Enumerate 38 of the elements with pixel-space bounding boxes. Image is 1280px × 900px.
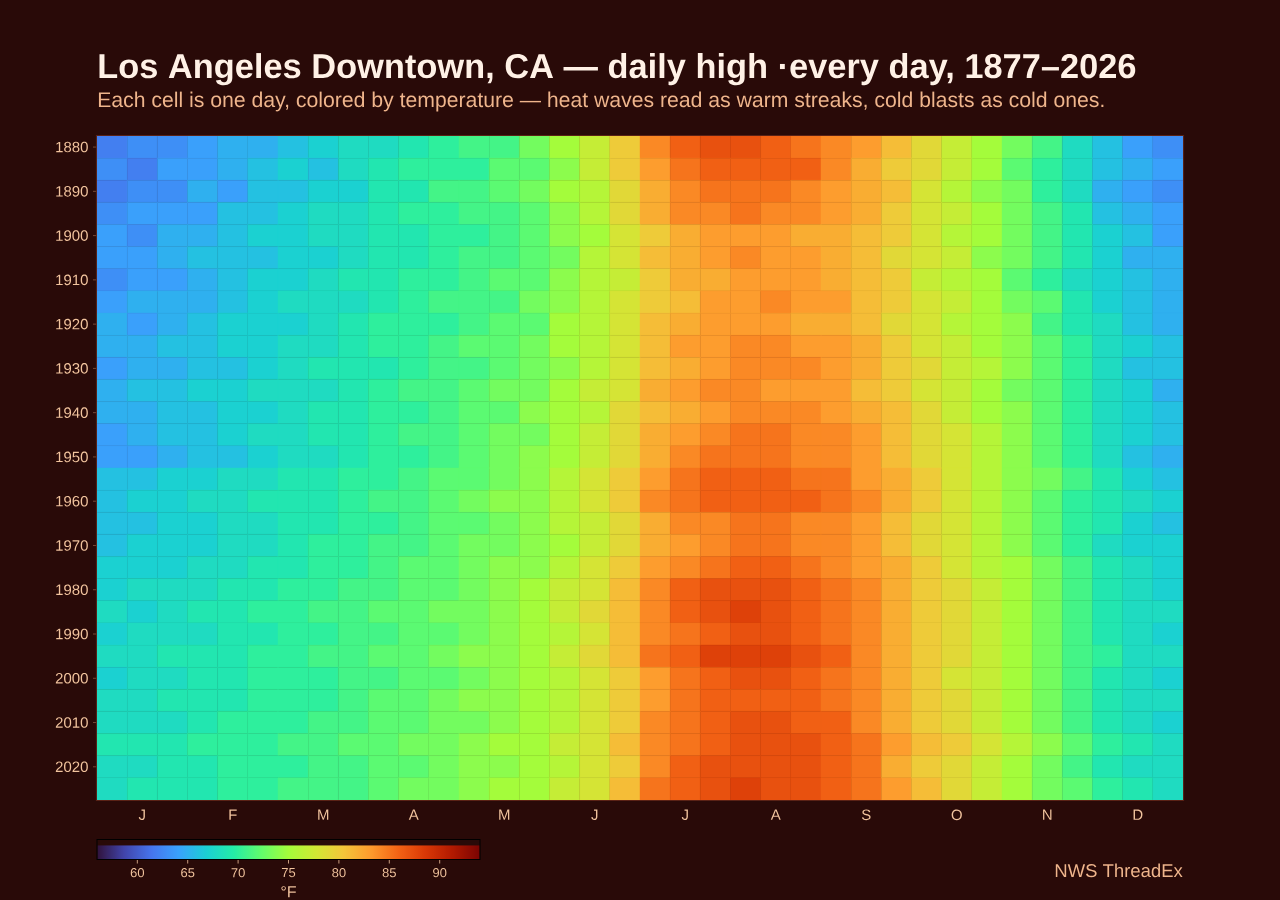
chart-subtitle: Each cell is one day, colored by temperature — heat waves read as warm streaks, cold blasts as cold ones. xyxy=(98,91,1104,112)
y-tick-label: 1980 xyxy=(56,584,88,596)
x-tick-label: J xyxy=(681,809,688,820)
x-tick-label: F xyxy=(229,809,237,820)
x-tick-label: J xyxy=(591,809,598,820)
x-tick-label: A xyxy=(770,809,781,820)
y-tick-label: 1880 xyxy=(56,141,88,153)
x-tick-label: N xyxy=(1043,809,1052,820)
x-tick-label: M xyxy=(318,809,329,820)
y-tick-label: 1900 xyxy=(56,230,88,241)
x-tick-label: O xyxy=(951,809,962,821)
y-tick-label: 1920 xyxy=(56,318,88,330)
color-bar-label: 90 xyxy=(433,868,447,878)
y-tick-label: 1940 xyxy=(56,407,88,418)
color-bar-title: °F xyxy=(281,886,296,898)
y-tick-label: 1910 xyxy=(56,274,88,286)
y-tick-label: 1950 xyxy=(56,451,88,463)
color-bar-label: 65 xyxy=(181,868,195,878)
color-bar-label: 70 xyxy=(231,868,245,878)
y-tick-label: 2010 xyxy=(55,717,88,728)
color-bar-label: 75 xyxy=(281,868,296,878)
color-bar-label: 60 xyxy=(130,868,145,878)
color-bar-label: 80 xyxy=(332,868,346,878)
y-tick-label: 1990 xyxy=(56,628,88,640)
y-tick-label: 2000 xyxy=(55,672,88,684)
y-tick-label: 2020 xyxy=(55,761,88,773)
y-tick-label: 1930 xyxy=(56,363,88,374)
y-tick-label: 1960 xyxy=(56,495,88,507)
color-bar-label: 85 xyxy=(382,868,396,878)
x-tick-label: A xyxy=(408,809,419,820)
x-tick-label: D xyxy=(1133,809,1143,820)
x-tick-label: J xyxy=(138,809,145,820)
chart-title: Los Angeles Downtown, CA — daily high ·every day, 1877–2026 xyxy=(99,53,1136,86)
y-tick-label: 1890 xyxy=(56,186,88,197)
y-tick-label: 1970 xyxy=(56,540,88,551)
text: NWS ThreadEx xyxy=(1055,863,1183,878)
x-tick-label: M xyxy=(499,809,510,820)
x-tick-label: S xyxy=(861,809,871,821)
